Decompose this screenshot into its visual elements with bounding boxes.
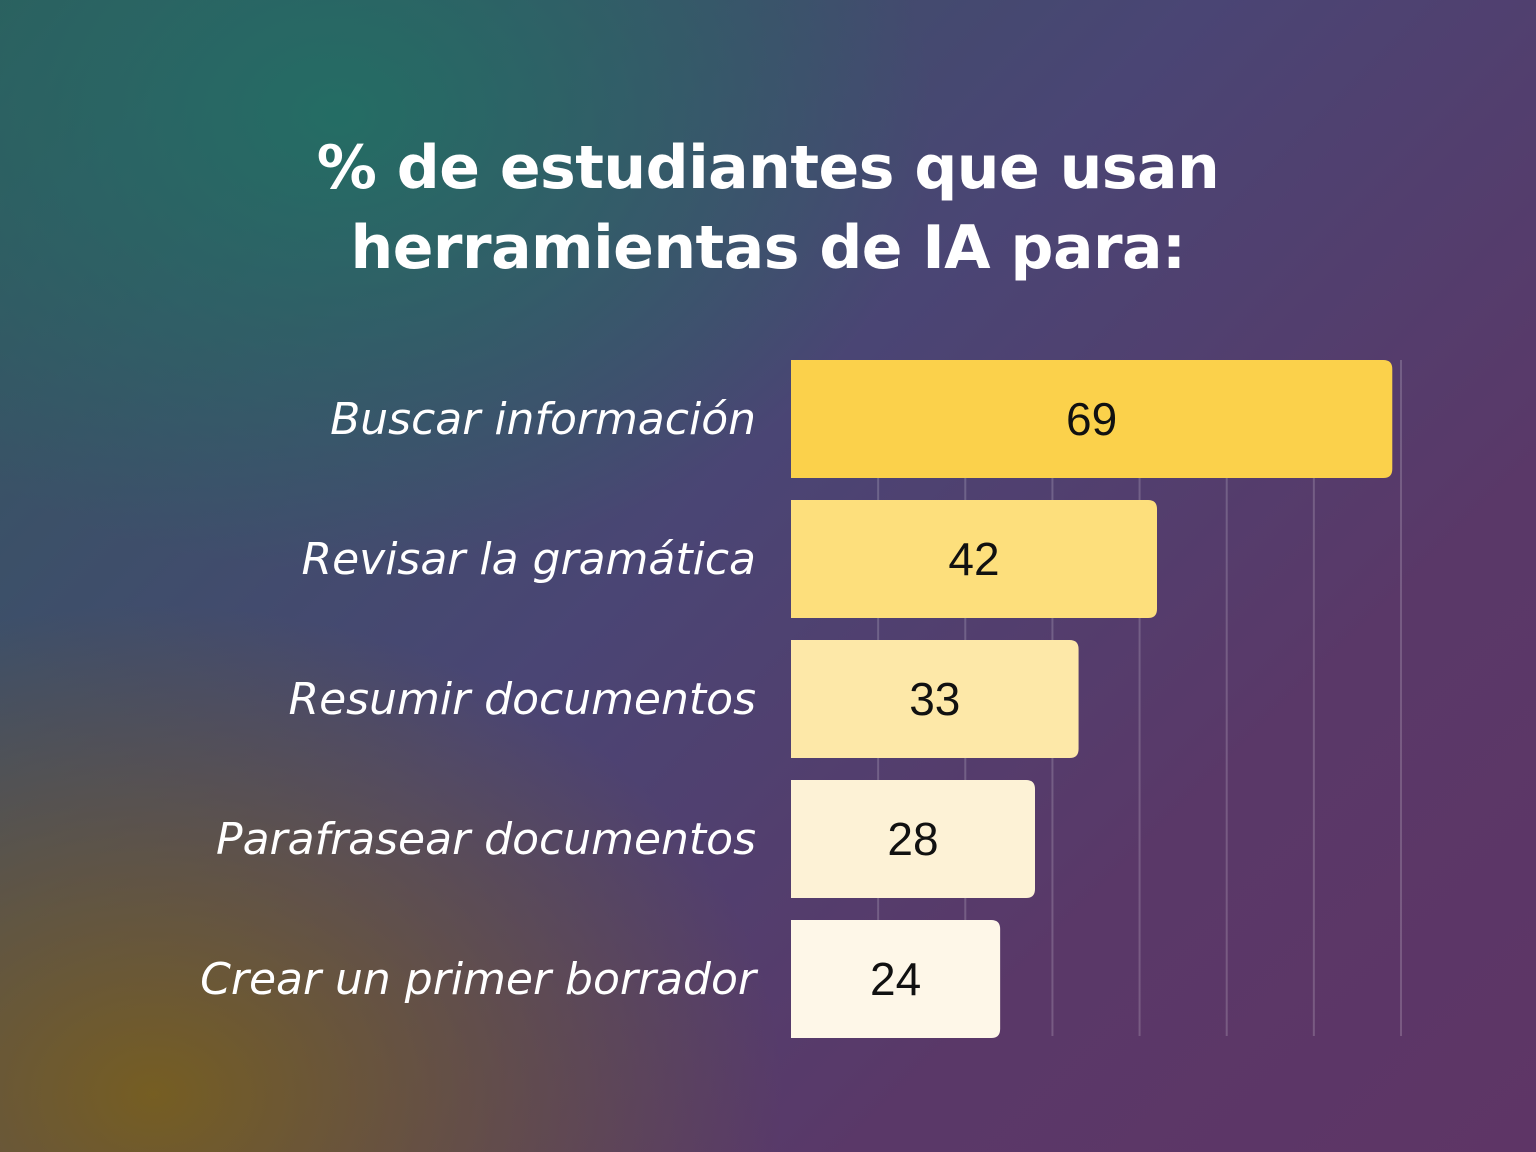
bar [791, 500, 1157, 618]
bar-value-label: 28 [887, 813, 938, 865]
bar-value-label: 69 [1066, 393, 1117, 445]
bar [791, 780, 1035, 898]
bar [791, 920, 1001, 1038]
chart-title-line-1: % de estudiantes que usan [316, 133, 1220, 203]
bar-value-label: 33 [909, 673, 960, 725]
category-label: Buscar información [330, 394, 756, 445]
category-label: Crear un primer borrador [200, 954, 759, 1005]
category-label: Resumir documentos [289, 674, 756, 725]
category-label: Revisar la gramática [302, 534, 756, 585]
bar-value-label: 42 [948, 533, 999, 585]
bar [791, 640, 1079, 758]
bar-value-label: 24 [870, 953, 921, 1005]
chart-title: % de estudiantes que usan herramientas d… [0, 128, 1536, 288]
category-label: Parafrasear documentos [216, 814, 756, 865]
bar [791, 360, 1393, 478]
chart-title-line-2: herramientas de IA para: [350, 213, 1186, 283]
